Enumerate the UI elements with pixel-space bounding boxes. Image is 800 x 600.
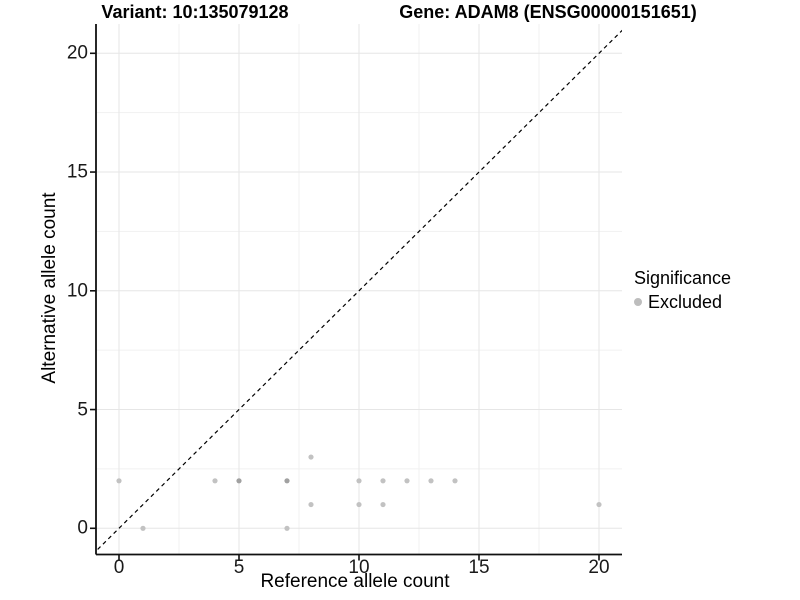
data-point [308, 501, 314, 508]
data-point [356, 478, 362, 484]
y-tick-label: 10 [66, 280, 88, 302]
data-point [356, 501, 362, 508]
y-axis-title: Alternative allele count [39, 192, 60, 384]
data-point [308, 454, 314, 460]
data-point [404, 478, 410, 484]
legend-item-excluded: Excluded [634, 292, 731, 312]
legend: Significance Excluded [634, 268, 731, 312]
data-point [380, 501, 386, 508]
y-tick-label: 15 [66, 161, 88, 183]
data-point [236, 478, 242, 484]
legend-title: Significance [634, 268, 732, 288]
plot-title-variant: Variant: 10:135079128 [101, 2, 289, 22]
legend-item-label: Excluded [648, 292, 723, 312]
x-tick-label: 0 [113, 557, 125, 578]
plot-title-gene: Gene: ADAM8 (ENSG00000151651) [399, 2, 697, 22]
data-point [428, 478, 434, 484]
data-point [380, 478, 386, 484]
x-tick-label: 20 [588, 557, 610, 578]
y-tick-label: 0 [77, 517, 88, 539]
data-point [596, 501, 602, 508]
x-axis-title: Reference allele count [260, 571, 450, 592]
y-tick-label: 20 [66, 42, 88, 64]
data-point [284, 525, 290, 531]
identity-dashed-line [96, 29, 622, 552]
y-tick-label: 5 [77, 399, 88, 421]
data-point [452, 478, 458, 484]
excluded-point-icon [634, 298, 642, 306]
data-point [140, 525, 146, 531]
data-point [284, 478, 290, 484]
data-point [212, 478, 218, 484]
data-point [116, 478, 122, 484]
x-tick-label: 10 [348, 557, 370, 578]
x-tick-label: 15 [468, 557, 490, 578]
x-tick-label: 5 [233, 557, 245, 578]
